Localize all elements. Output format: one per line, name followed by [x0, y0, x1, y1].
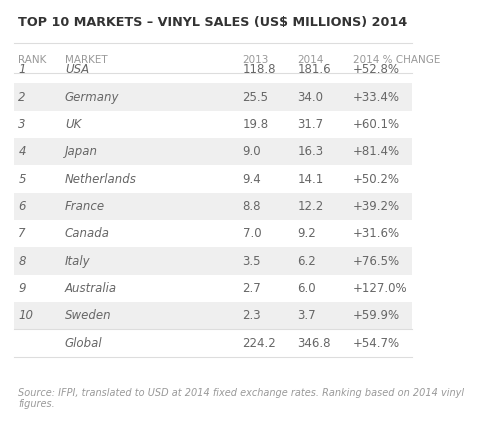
Text: +76.5%: +76.5%	[352, 255, 400, 267]
Text: MARKET: MARKET	[65, 55, 108, 65]
Text: 14.1: 14.1	[298, 172, 324, 186]
Text: 9.0: 9.0	[242, 145, 261, 158]
Text: 7.0: 7.0	[242, 227, 261, 240]
Text: 2.7: 2.7	[242, 282, 262, 295]
Text: +52.8%: +52.8%	[352, 63, 400, 76]
Text: +31.6%: +31.6%	[352, 227, 400, 240]
Text: +54.7%: +54.7%	[352, 337, 400, 350]
Text: 9: 9	[18, 282, 26, 295]
Text: Italy: Italy	[65, 255, 90, 267]
Text: +33.4%: +33.4%	[352, 91, 400, 104]
Text: 19.8: 19.8	[242, 118, 268, 131]
Text: +60.1%: +60.1%	[352, 118, 400, 131]
FancyBboxPatch shape	[14, 248, 412, 275]
Text: 346.8: 346.8	[298, 337, 331, 350]
Text: +39.2%: +39.2%	[352, 200, 400, 213]
Text: 3: 3	[18, 118, 26, 131]
Text: Source: IFPI, translated to USD at 2014 fixed exchange rates. Ranking based on 2: Source: IFPI, translated to USD at 2014 …	[18, 388, 464, 409]
Text: Global: Global	[65, 337, 102, 350]
Text: 6.2: 6.2	[298, 255, 316, 267]
Text: 3.7: 3.7	[298, 309, 316, 322]
Text: RANK: RANK	[18, 55, 46, 65]
Text: Netherlands: Netherlands	[65, 172, 136, 186]
Text: 2014 % CHANGE: 2014 % CHANGE	[352, 55, 440, 65]
Text: 25.5: 25.5	[242, 91, 268, 104]
FancyBboxPatch shape	[14, 138, 412, 166]
Text: 10: 10	[18, 309, 34, 322]
Text: 31.7: 31.7	[298, 118, 324, 131]
Text: +59.9%: +59.9%	[352, 309, 400, 322]
FancyBboxPatch shape	[14, 193, 412, 220]
Text: 2013: 2013	[242, 55, 269, 65]
Text: UK: UK	[65, 118, 81, 131]
Text: +50.2%: +50.2%	[352, 172, 400, 186]
Text: Sweden: Sweden	[65, 309, 112, 322]
Text: France: France	[65, 200, 105, 213]
Text: 12.2: 12.2	[298, 200, 324, 213]
Text: 6: 6	[18, 200, 26, 213]
Text: 2: 2	[18, 91, 26, 104]
Text: 2.3: 2.3	[242, 309, 261, 322]
FancyBboxPatch shape	[14, 302, 412, 329]
Text: 5: 5	[18, 172, 26, 186]
Text: 8.8: 8.8	[242, 200, 261, 213]
Text: +81.4%: +81.4%	[352, 145, 400, 158]
Text: Canada: Canada	[65, 227, 110, 240]
Text: 2014: 2014	[298, 55, 324, 65]
Text: 9.4: 9.4	[242, 172, 262, 186]
Text: Germany: Germany	[65, 91, 120, 104]
Text: 9.2: 9.2	[298, 227, 316, 240]
FancyBboxPatch shape	[14, 83, 412, 111]
Text: 181.6: 181.6	[298, 63, 331, 76]
Text: +127.0%: +127.0%	[352, 282, 407, 295]
Text: 4: 4	[18, 145, 26, 158]
Text: 118.8: 118.8	[242, 63, 276, 76]
Text: Japan: Japan	[65, 145, 98, 158]
Text: 224.2: 224.2	[242, 337, 276, 350]
Text: 34.0: 34.0	[298, 91, 324, 104]
Text: TOP 10 MARKETS – VINYL SALES (US$ MILLIONS) 2014: TOP 10 MARKETS – VINYL SALES (US$ MILLIO…	[18, 16, 407, 29]
Text: Australia: Australia	[65, 282, 117, 295]
Text: 16.3: 16.3	[298, 145, 324, 158]
Text: USA: USA	[65, 63, 89, 76]
Text: 3.5: 3.5	[242, 255, 261, 267]
Text: 6.0: 6.0	[298, 282, 316, 295]
Text: 8: 8	[18, 255, 26, 267]
Text: 1: 1	[18, 63, 26, 76]
Text: 7: 7	[18, 227, 26, 240]
